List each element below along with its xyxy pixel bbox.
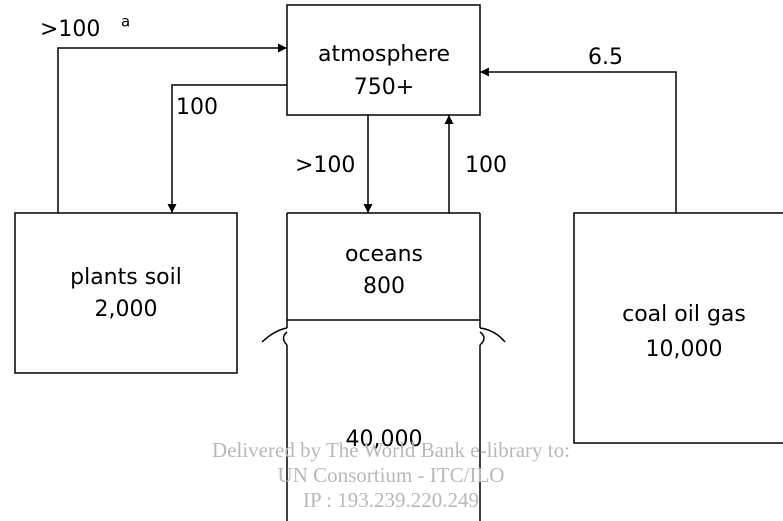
oceans-box [286, 212, 481, 521]
node-value: 800 [363, 274, 405, 299]
watermark: Delivered by The World Bank e-library to… [212, 438, 570, 462]
arrow [480, 67, 677, 213]
edge-label: 6.5 [588, 45, 623, 70]
node-label: plants soil [70, 265, 182, 290]
watermark: IP : 193.239.220.249 [303, 488, 479, 512]
node-label: atmosphere [318, 42, 450, 67]
node-value: 40,000 [346, 427, 423, 452]
arrow [167, 84, 287, 213]
break-mark [261, 327, 506, 346]
edge-label: 100 [465, 153, 507, 178]
watermark: UN Consortium - ITC/ILO [278, 463, 505, 487]
node-value: 750+ [354, 75, 414, 100]
node-label: oceans [345, 242, 423, 267]
node-value: 2,000 [95, 297, 158, 322]
node-label: coal oil gas [622, 302, 746, 327]
edge-label: >100 [295, 153, 355, 178]
edge-label: >100 [40, 17, 100, 42]
atmosphere-box [286, 4, 481, 116]
edge-label: 100 [176, 95, 218, 120]
plants-soil-box [14, 212, 238, 374]
coal-box [573, 212, 783, 444]
node-value: 10,000 [646, 337, 723, 362]
edge-note: a [121, 13, 130, 31]
arrow [57, 43, 287, 213]
